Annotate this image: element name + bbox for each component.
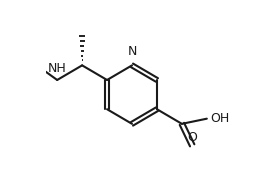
Text: O: O (187, 131, 197, 144)
Text: OH: OH (210, 112, 229, 125)
Text: N: N (127, 45, 137, 58)
Text: NH: NH (48, 62, 67, 75)
